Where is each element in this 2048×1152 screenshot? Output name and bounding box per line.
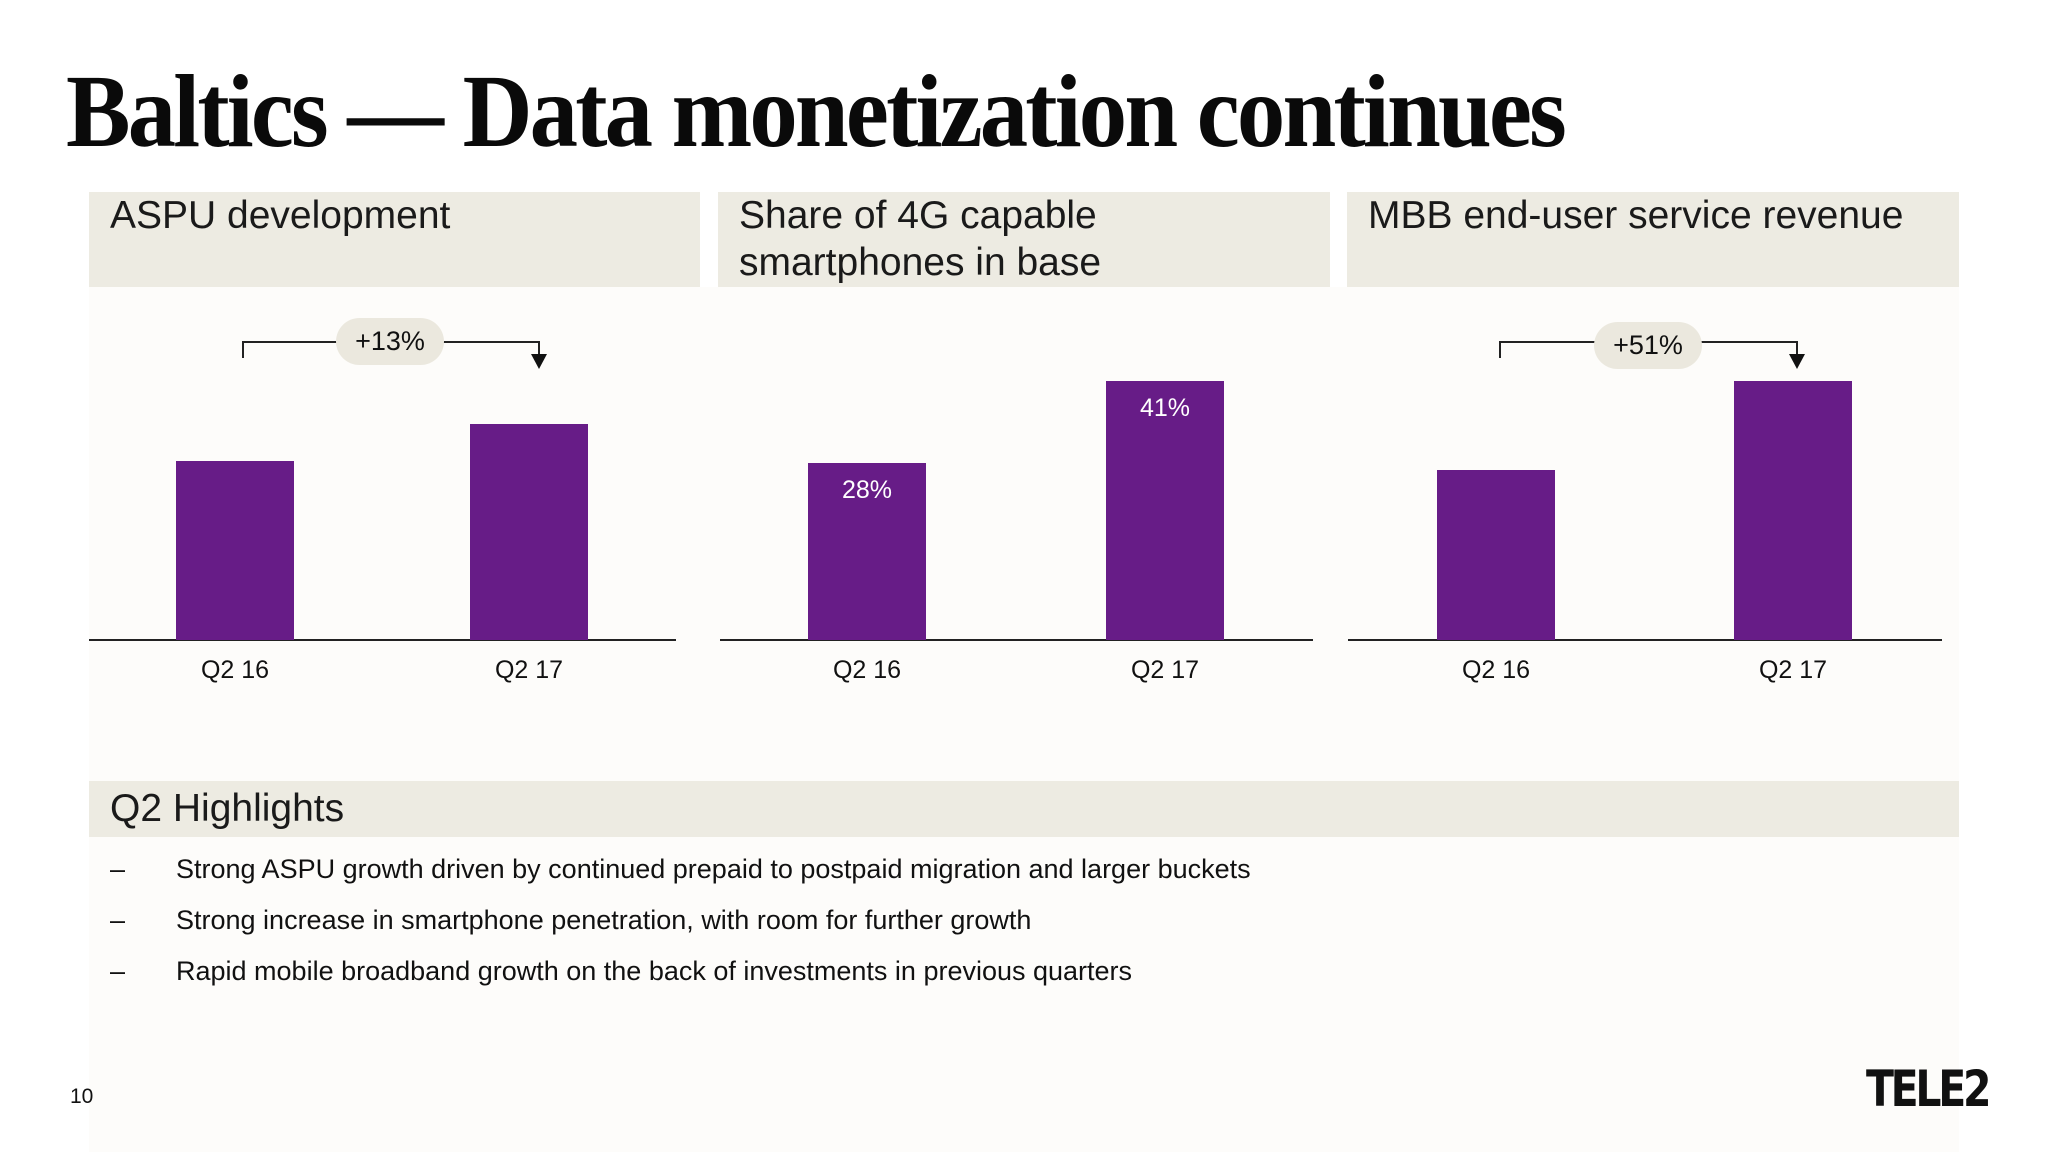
panel-title-line1: Share of 4G capable (739, 194, 1097, 237)
x-axis-mbb (1348, 639, 1942, 641)
highlight-text: Strong increase in smartphone penetratio… (176, 905, 1032, 935)
growth-badge-aspu: +13% (336, 318, 444, 365)
bar-q2-17 (1106, 381, 1224, 640)
x-axis-4g (720, 639, 1313, 641)
bar-q2-16 (176, 461, 294, 640)
x-tick-label: Q2 17 (1130, 656, 1200, 684)
bracket-left-aspu (242, 341, 244, 358)
panel-header-aspu: ASPU development (89, 192, 700, 287)
x-axis-aspu (89, 639, 676, 641)
panel-header-4g: Share of 4G capable smartphones in base (718, 192, 1330, 287)
arrow-down-icon (531, 354, 547, 369)
dash: – (110, 854, 126, 884)
panel-header-mbb: MBB end-user service revenue (1347, 192, 1959, 287)
x-tick-label: Q2 17 (1758, 656, 1828, 684)
dash: – (110, 956, 126, 986)
bar-q2-16 (808, 463, 926, 640)
highlights-header: Q2 Highlights (89, 781, 1959, 837)
dash: – (110, 905, 126, 935)
panel-title: MBB end-user service revenue (1368, 194, 1904, 237)
data-label: 28% (841, 476, 893, 505)
tele2-logo: TELE2 (1866, 1060, 1992, 1118)
highlight-text: Rapid mobile broadband growth on the bac… (176, 956, 1133, 986)
panel-title: ASPU development (110, 194, 451, 237)
x-tick-label: Q2 16 (200, 656, 270, 684)
highlights-title: Q2 Highlights (110, 787, 345, 830)
arrow-down-icon (1789, 354, 1805, 369)
x-tick-label: Q2 16 (1461, 656, 1531, 684)
slide-title: Baltics — Data monetization continues (66, 54, 1567, 169)
bar-q2-17 (1734, 381, 1852, 640)
page-number: 10 (70, 1085, 94, 1108)
x-tick-label: Q2 16 (832, 656, 902, 684)
bar-q2-16 (1437, 469, 1555, 640)
bracket-right-aspu (538, 341, 540, 355)
bracket-left-mbb (1499, 341, 1501, 358)
panel-title-line2: smartphones in base (739, 241, 1102, 284)
x-tick-label: Q2 17 (494, 656, 564, 684)
data-label: 41% (1139, 394, 1191, 422)
bar-q2-17 (470, 423, 588, 640)
highlight-text: Strong ASPU growth driven by continued p… (176, 854, 1251, 884)
bracket-right-mbb (1796, 341, 1798, 355)
growth-badge-mbb: +51% (1594, 322, 1702, 369)
slide-background (89, 287, 1959, 1152)
